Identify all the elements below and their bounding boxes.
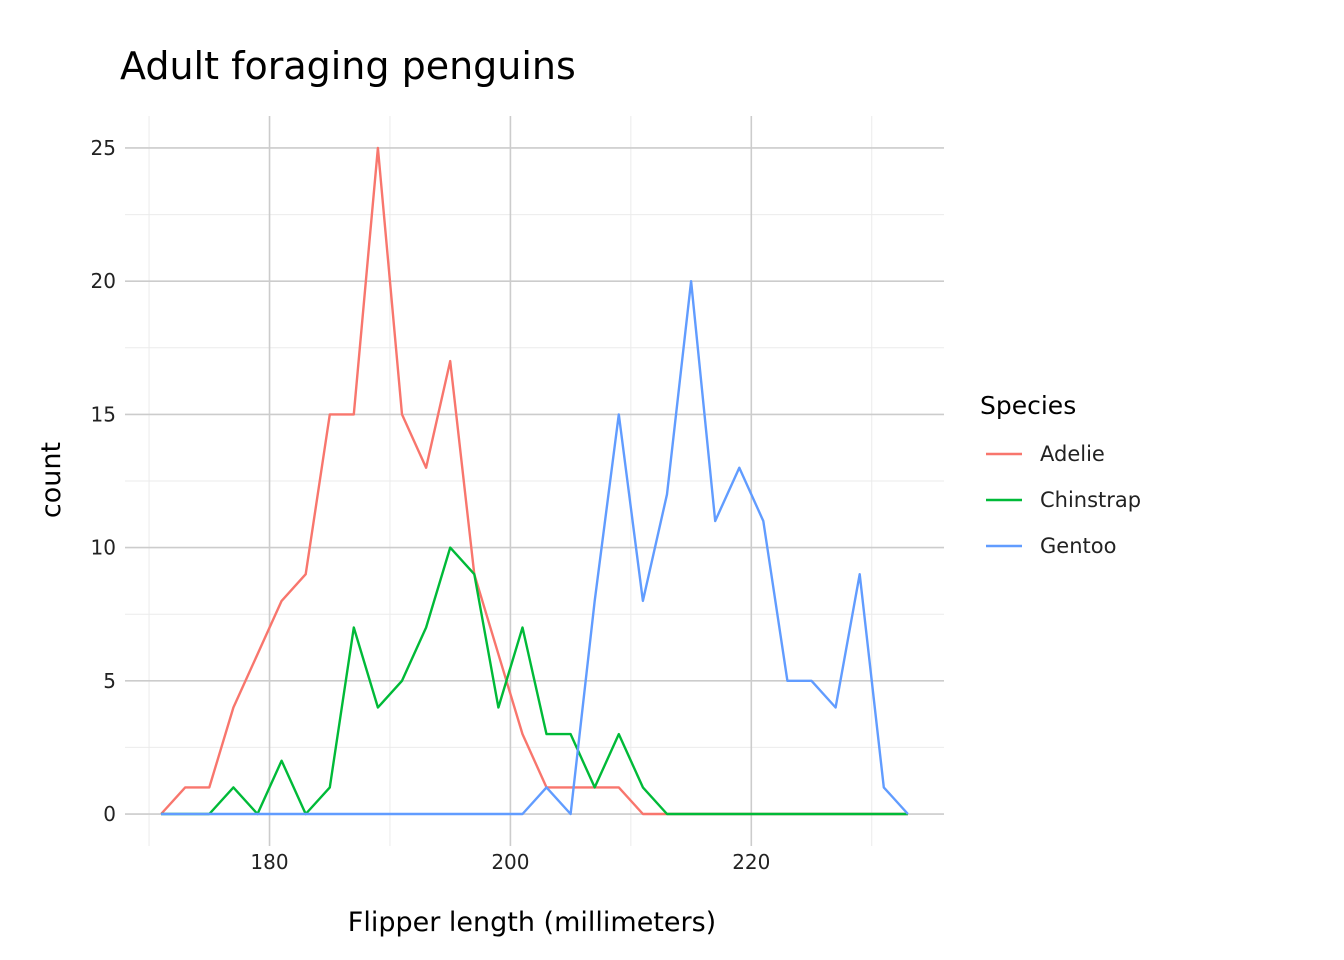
y-tick-label: 20: [91, 269, 116, 293]
y-tick-label: 15: [91, 402, 116, 426]
series-line-gentoo: [161, 280, 909, 816]
legend-label-chinstrap: Chinstrap: [1040, 488, 1141, 512]
legend-label-gentoo: Gentoo: [1040, 534, 1116, 558]
y-tick-label: 5: [103, 669, 116, 693]
grid-layer: [125, 116, 944, 846]
y-tick-label: 0: [103, 802, 116, 826]
x-tick-label: 180: [250, 850, 288, 874]
legend-items: Adelie Chinstrap Gentoo: [986, 442, 1141, 558]
legend-title: Species: [980, 391, 1076, 420]
y-tick-label: 25: [91, 136, 116, 160]
x-tick-label: 220: [732, 850, 770, 874]
y-axis-title: count: [36, 442, 67, 518]
series-line-chinstrap: [161, 546, 908, 816]
y-tick-labels: 0 5 10 15 20 25: [91, 136, 116, 826]
y-tick-label: 10: [91, 536, 116, 560]
x-axis-title: Flipper length (millimeters): [348, 907, 716, 938]
chart-title: Adult foraging penguins: [120, 44, 576, 88]
x-tick-label: 200: [491, 850, 529, 874]
legend: Species Adelie Chinstrap Gentoo: [980, 391, 1141, 558]
legend-label-adelie: Adelie: [1040, 442, 1105, 466]
series-layer: [160, 146, 909, 816]
x-tick-labels: 180 200 220: [250, 850, 770, 874]
